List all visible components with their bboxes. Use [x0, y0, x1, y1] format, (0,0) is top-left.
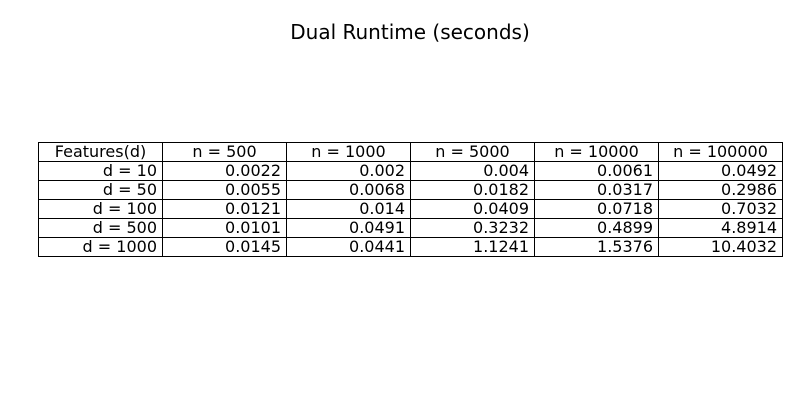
- row-label-cell: d = 10: [38, 161, 163, 181]
- value-cell: 0.0055: [162, 180, 287, 200]
- value-cell: 0.0718: [534, 199, 659, 219]
- value-cell: 0.0441: [286, 237, 411, 257]
- value-cell: 0.0121: [162, 199, 287, 219]
- value-cell: 0.4899: [534, 218, 659, 238]
- column-header-n-100000: n = 100000: [658, 142, 783, 162]
- row-label-cell: d = 1000: [38, 237, 163, 257]
- value-cell: 0.0022: [162, 161, 287, 181]
- table-row: d = 500 0.0101 0.0491 0.3232 0.4899 4.89…: [38, 218, 783, 238]
- value-cell: 0.0101: [162, 218, 287, 238]
- value-cell: 0.0409: [410, 199, 535, 219]
- row-label-cell: d = 500: [38, 218, 163, 238]
- value-cell: 0.0061: [534, 161, 659, 181]
- row-label-cell: d = 100: [38, 199, 163, 219]
- table-row: d = 50 0.0055 0.0068 0.0182 0.0317 0.298…: [38, 180, 783, 200]
- value-cell: 0.0182: [410, 180, 535, 200]
- value-cell: 0.0145: [162, 237, 287, 257]
- column-header-n-500: n = 500: [162, 142, 287, 162]
- value-cell: 0.014: [286, 199, 411, 219]
- table-row: d = 1000 0.0145 0.0441 1.1241 1.5376 10.…: [38, 237, 783, 257]
- value-cell: 0.0492: [658, 161, 783, 181]
- column-header-features: Features(d): [38, 142, 163, 162]
- table-row: d = 100 0.0121 0.014 0.0409 0.0718 0.703…: [38, 199, 783, 219]
- value-cell: 0.0491: [286, 218, 411, 238]
- value-cell: 0.002: [286, 161, 411, 181]
- column-header-n-5000: n = 5000: [410, 142, 535, 162]
- value-cell: 1.5376: [534, 237, 659, 257]
- value-cell: 4.8914: [658, 218, 783, 238]
- value-cell: 0.3232: [410, 218, 535, 238]
- column-header-n-10000: n = 10000: [534, 142, 659, 162]
- table-row: d = 10 0.0022 0.002 0.004 0.0061 0.0492: [38, 161, 783, 181]
- chart-title: Dual Runtime (seconds): [290, 20, 530, 44]
- value-cell: 0.004: [410, 161, 535, 181]
- value-cell: 1.1241: [410, 237, 535, 257]
- value-cell: 10.4032: [658, 237, 783, 257]
- value-cell: 0.0068: [286, 180, 411, 200]
- value-cell: 0.2986: [658, 180, 783, 200]
- header-row: Features(d) n = 500 n = 1000 n = 5000 n …: [38, 142, 783, 162]
- column-header-n-1000: n = 1000: [286, 142, 411, 162]
- runtime-table: Features(d) n = 500 n = 1000 n = 5000 n …: [38, 142, 783, 257]
- row-label-cell: d = 50: [38, 180, 163, 200]
- value-cell: 0.7032: [658, 199, 783, 219]
- value-cell: 0.0317: [534, 180, 659, 200]
